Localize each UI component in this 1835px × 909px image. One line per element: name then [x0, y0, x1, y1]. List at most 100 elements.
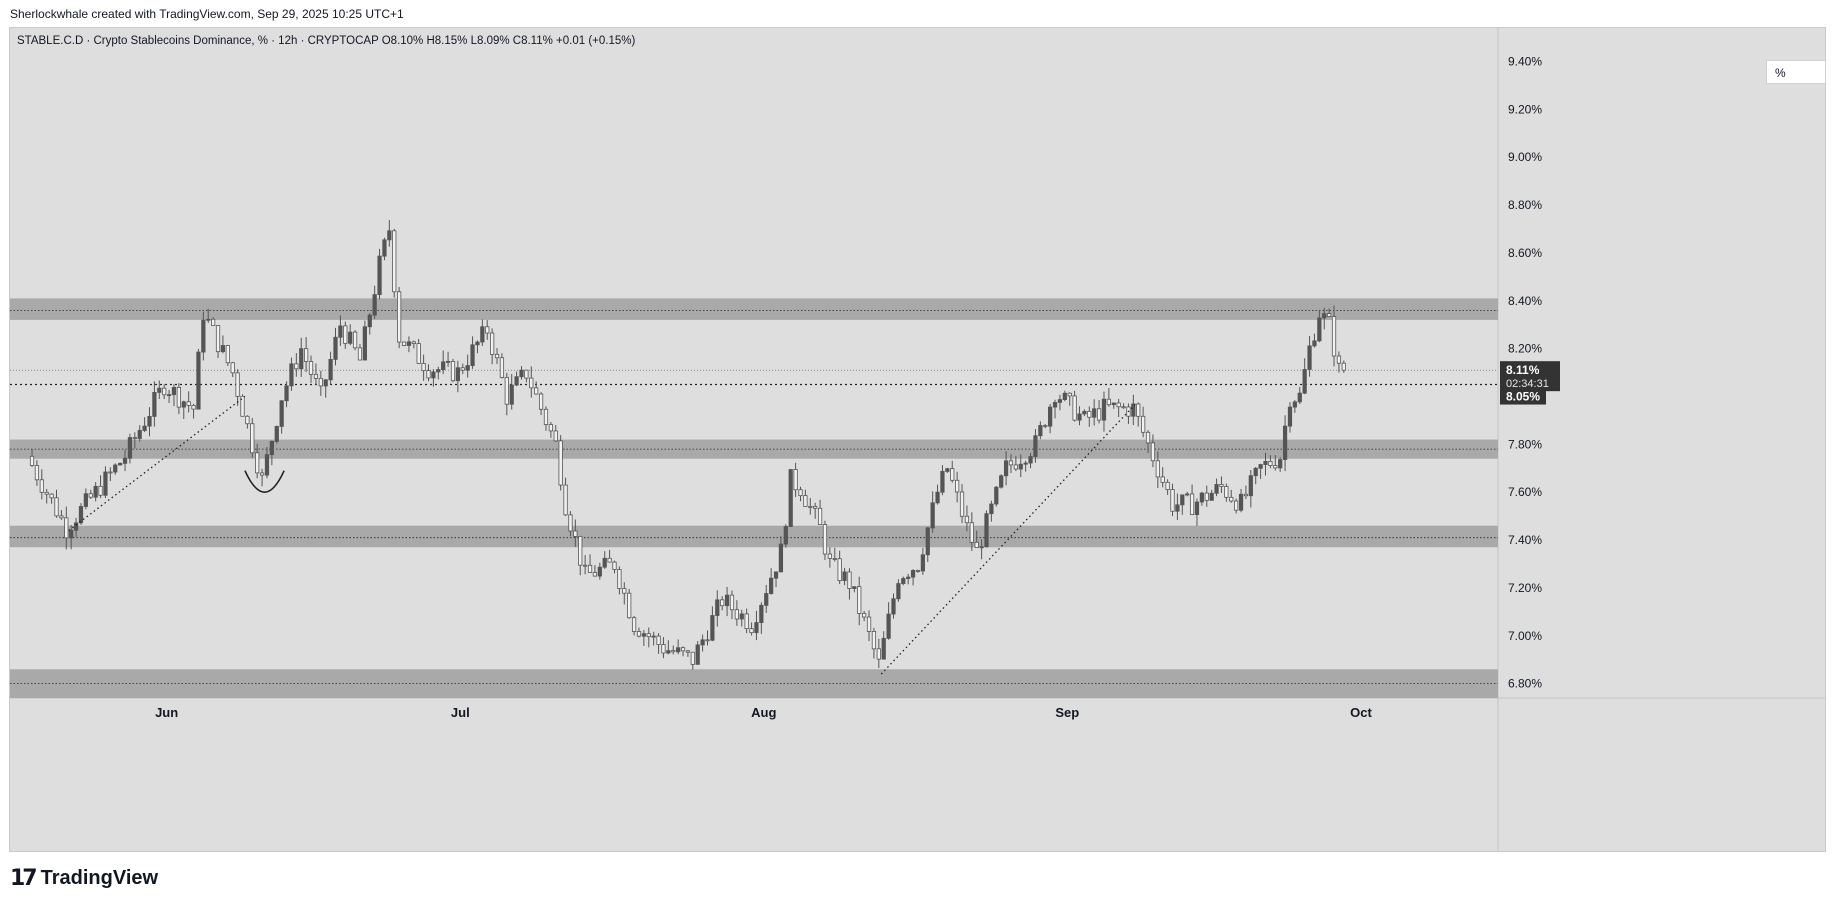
- candle-body: [852, 586, 857, 589]
- candle-body: [475, 341, 480, 346]
- candle-body: [910, 570, 916, 578]
- candle-body: [1131, 403, 1136, 417]
- candle-body: [157, 387, 162, 393]
- candle-body: [1048, 406, 1053, 427]
- candle-body: [225, 345, 230, 364]
- candle-body: [411, 341, 416, 345]
- candle-body: [837, 558, 842, 581]
- candle-body: [1160, 476, 1165, 483]
- candle-body: [1263, 461, 1268, 465]
- candle-body: [304, 348, 309, 362]
- trendline-0: [68, 395, 246, 532]
- candle-body: [1150, 442, 1156, 462]
- candle-body: [979, 546, 984, 549]
- candle-body: [1243, 493, 1249, 497]
- candle-body: [1199, 492, 1204, 503]
- candle-body: [1043, 425, 1048, 427]
- candle-body: [215, 325, 221, 353]
- candle-body: [372, 294, 377, 316]
- candle-body: [499, 357, 505, 378]
- candle-body: [1229, 496, 1234, 502]
- candle-body: [441, 361, 446, 370]
- candle-body: [255, 452, 260, 474]
- candle-body: [514, 376, 519, 386]
- candle-body: [764, 593, 769, 606]
- candle-body: [245, 415, 250, 425]
- candle-body: [999, 475, 1004, 488]
- candle-body: [69, 529, 74, 539]
- candle-body: [803, 495, 808, 507]
- candle-body: [641, 633, 646, 637]
- candle-body: [504, 376, 509, 405]
- candle-body: [186, 401, 191, 406]
- x-tick-label: Oct: [1350, 705, 1372, 720]
- y-tick-label: 7.40%: [1508, 533, 1542, 547]
- candle-body: [617, 569, 622, 589]
- candle-body: [543, 408, 549, 425]
- candle-body: [1189, 493, 1195, 516]
- candle-body: [989, 503, 994, 515]
- last-price-label: 8.11%: [1506, 363, 1540, 377]
- candle-body: [220, 345, 226, 353]
- candle-body: [406, 341, 412, 346]
- candle-body: [460, 367, 465, 371]
- candle-body: [1003, 460, 1009, 477]
- candle-body: [284, 385, 289, 402]
- candle-body: [822, 524, 828, 555]
- candlestick-chart[interactable]: 9.40%9.20%9.00%8.80%8.60%8.40%8.20%8.00%…: [10, 28, 1825, 851]
- candle-body: [793, 469, 798, 491]
- candle-body: [1033, 435, 1038, 457]
- candle-body: [886, 613, 891, 639]
- candle-body: [1278, 459, 1283, 469]
- candle-body: [720, 599, 725, 607]
- candle-body: [1204, 492, 1209, 501]
- candle-body: [602, 557, 607, 568]
- candle-body: [118, 462, 123, 466]
- candle-body: [357, 347, 363, 361]
- candle-body: [1067, 392, 1072, 397]
- candle-body: [915, 570, 921, 572]
- candle-body: [925, 527, 930, 556]
- candle-body: [103, 471, 108, 496]
- candle-body: [352, 331, 358, 349]
- candle-body: [485, 326, 490, 334]
- price-scale-unit-button[interactable]: %: [1766, 60, 1826, 84]
- candle-body: [73, 522, 79, 531]
- candle-body: [1077, 413, 1082, 421]
- candle-body: [59, 515, 64, 519]
- candle-body: [759, 604, 764, 623]
- chart-area[interactable]: 9.40%9.20%9.00%8.80%8.60%8.40%8.20%8.00%…: [9, 27, 1826, 852]
- candle-body: [583, 564, 588, 567]
- candle-body: [176, 387, 181, 408]
- candle-body: [646, 633, 651, 638]
- candle-body: [313, 373, 319, 379]
- candle-body: [1214, 484, 1219, 494]
- candle-body: [573, 530, 578, 537]
- candle-body: [813, 505, 818, 509]
- y-tick-label: 7.60%: [1508, 485, 1542, 499]
- candle-body: [788, 469, 793, 527]
- y-tick-label: 8.20%: [1508, 342, 1542, 356]
- last-price-badge: [1500, 361, 1560, 392]
- tradingview-logo[interactable]: 17 TradingView: [10, 866, 158, 891]
- candle-body: [127, 437, 133, 459]
- candle-body: [685, 650, 691, 653]
- candle-body: [778, 543, 784, 573]
- candle-body: [538, 393, 544, 410]
- candle-body: [666, 650, 671, 654]
- candle-body: [88, 493, 93, 498]
- candle-body: [724, 594, 730, 607]
- candle-body: [1165, 481, 1170, 490]
- candle-body: [1273, 465, 1278, 469]
- candle-body: [729, 594, 735, 611]
- candle-body: [250, 423, 255, 454]
- candle-body: [715, 599, 720, 616]
- candle-body: [524, 369, 529, 379]
- candle-body: [152, 391, 157, 417]
- candle-body: [328, 359, 333, 381]
- candle-body: [627, 592, 632, 619]
- candle-body: [622, 588, 627, 594]
- candle-body: [1052, 402, 1058, 408]
- candle-body: [1072, 395, 1077, 421]
- rounded-bottom-pattern: [244, 470, 285, 493]
